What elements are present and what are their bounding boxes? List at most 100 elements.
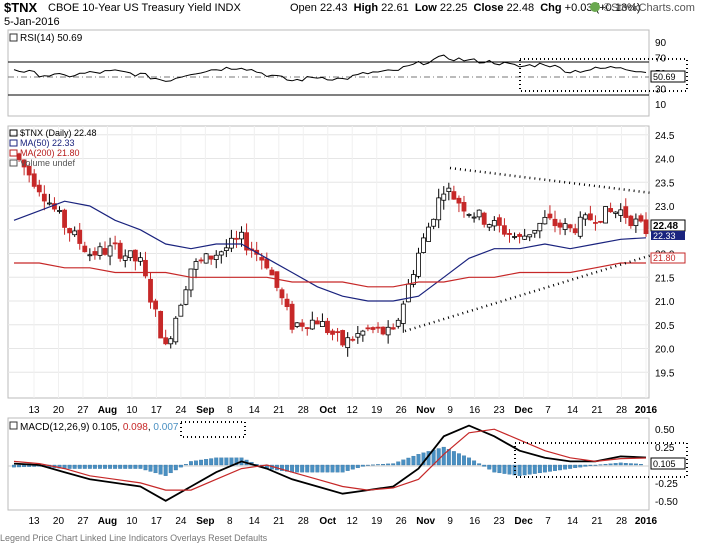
candle-body	[527, 234, 533, 238]
macd-histogram-bar	[340, 464, 345, 473]
candle-body	[512, 236, 517, 238]
candle-body	[542, 216, 548, 225]
date-tick-label: Nov	[416, 405, 435, 416]
macd-histogram-bar	[376, 464, 380, 466]
candle-body	[466, 213, 472, 216]
macd-histogram-bar	[381, 463, 386, 466]
macd-histogram-bar	[386, 463, 391, 466]
ohlc-summary: Open 22.43 High 22.61 Low 22.25 Close 22…	[290, 2, 641, 14]
legend-text: Volume undef	[20, 158, 76, 168]
price-tick-label: 23.5	[655, 178, 675, 189]
macd-histogram-bar	[411, 455, 416, 466]
candle-body	[461, 202, 467, 212]
macd-histogram-bar	[391, 463, 396, 466]
candle-body	[365, 327, 371, 330]
candle-body	[517, 234, 522, 237]
candle-body	[628, 215, 634, 227]
price-tick-label: 21.5	[655, 273, 675, 284]
candle-body	[623, 206, 629, 218]
macd-histogram-bar	[547, 464, 552, 472]
macd-histogram-bar	[477, 463, 482, 466]
candle-body	[395, 319, 401, 327]
stockcharts-brand[interactable]: ©StockCharts.com	[590, 2, 695, 14]
macd-histogram-bar	[360, 464, 365, 467]
macd-histogram-bar	[396, 461, 401, 466]
macd-histogram-bar	[158, 464, 163, 475]
macd-settings-icon[interactable]	[9, 421, 18, 430]
candle-body	[643, 219, 649, 235]
macd-histogram-bar	[406, 457, 411, 466]
macd-histogram-bar	[456, 453, 461, 466]
brand-text: ©StockCharts.com	[603, 2, 695, 14]
macd-histogram-bar	[98, 464, 102, 469]
date-tick-label: Aug	[98, 405, 117, 416]
date-tick-label: 14	[249, 516, 261, 527]
macd-histogram-bar	[305, 464, 310, 473]
macd-histogram-bar	[603, 463, 608, 466]
candle-body	[633, 218, 639, 227]
candle-body	[72, 230, 78, 236]
date-axis-bottom: 13 20 27 Aug 10 17 24 Sep 8 14 21 28 Oct 12 19 26 Nov 9 16…	[28, 516, 657, 527]
rsi-settings-icon[interactable]	[9, 33, 18, 42]
candle-body	[400, 303, 406, 324]
macd-histogram-bar	[209, 458, 214, 466]
candle-body	[557, 222, 563, 228]
candle-body	[158, 310, 164, 339]
rsi-value-tag	[650, 70, 686, 83]
macd-histogram-bar	[608, 463, 613, 466]
date-tick-label: 28	[298, 516, 310, 527]
candle-body	[67, 228, 73, 234]
price-panel: 24.524.023.523.022.522.021.521.020.520.0…	[7, 125, 686, 399]
macd-histogram-bar	[103, 464, 107, 469]
macd-histogram-bar	[123, 464, 128, 469]
candle-body	[325, 320, 330, 334]
macd-signal-line	[13, 428, 647, 491]
macd-histogram-bar	[507, 464, 512, 475]
date-tick-label: 20	[53, 405, 65, 416]
candle-body	[537, 222, 543, 232]
candle-body	[46, 202, 52, 205]
macd-histogram-bar	[436, 448, 441, 466]
macd-histogram-bar	[300, 464, 305, 473]
candle-body	[107, 245, 113, 257]
macd-histogram-bar	[22, 464, 27, 468]
macd-histogram-bar	[92, 464, 97, 469]
candle-body	[173, 317, 179, 343]
candle-body	[122, 255, 128, 261]
candle-body	[426, 226, 431, 242]
chart-date: 5-Jan-2016	[4, 16, 60, 28]
date-tick-label: 9	[447, 405, 453, 416]
candle-body	[269, 269, 275, 276]
candle-body	[598, 220, 603, 223]
candle-body	[208, 255, 214, 260]
candle-body	[87, 254, 93, 257]
legend-swatch	[9, 159, 18, 167]
macd-histogram-bar	[234, 457, 239, 466]
candle-body	[168, 338, 174, 345]
macd-histogram-bar	[578, 464, 583, 468]
candle-body	[279, 289, 285, 299]
candle-body	[234, 237, 239, 240]
ma200-tag	[650, 252, 686, 264]
candle-body	[481, 212, 487, 225]
candle-body	[183, 289, 189, 305]
candle-body	[36, 184, 42, 193]
macd-histogram-bar	[482, 464, 487, 467]
candle-body	[380, 326, 386, 335]
candle-body	[299, 322, 305, 327]
date-tick-label: 21	[591, 516, 603, 527]
footer-toolbar[interactable]: Legend Price Chart Linked Line Indicator…	[0, 533, 268, 543]
date-tick-label: Aug	[98, 516, 117, 527]
macd-histogram-bar	[183, 464, 188, 466]
candle-body	[77, 229, 83, 244]
macd-label: MACD(12,26,9) 0.105, 0.098, 0.007	[20, 422, 179, 433]
candle-body	[350, 338, 356, 341]
security-full-name: CBOE 10-Year US Treasury Yield	[48, 2, 212, 14]
exchange-label: INDX	[214, 2, 241, 14]
candle-body	[153, 300, 158, 310]
macd-histogram-bar	[462, 455, 466, 466]
date-tick-label: 13	[28, 405, 40, 416]
candle-body	[57, 210, 62, 212]
